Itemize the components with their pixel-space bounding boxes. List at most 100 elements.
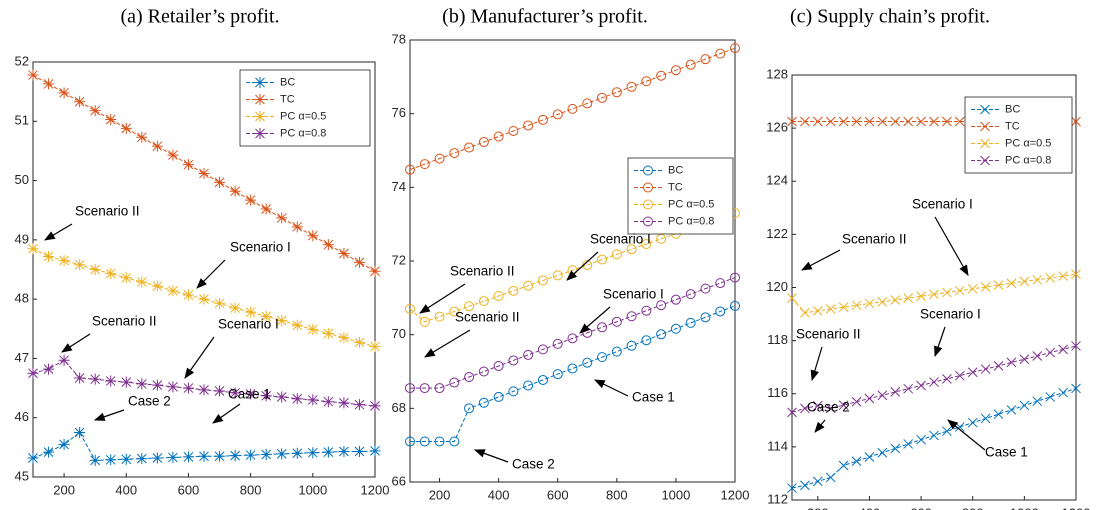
marker: [27, 243, 39, 255]
marker: [27, 367, 39, 379]
x-tick-label: 1000: [1010, 505, 1039, 510]
marker: [1032, 274, 1043, 285]
marker: [369, 400, 381, 412]
marker: [478, 397, 489, 408]
marker: [338, 446, 350, 458]
marker: [43, 363, 55, 375]
marker: [74, 372, 86, 384]
marker: [916, 380, 926, 391]
y-tick-label: 50: [15, 172, 29, 187]
marker: [523, 380, 534, 391]
marker: [245, 388, 257, 400]
marker: [464, 301, 475, 312]
marker: [136, 453, 148, 465]
marker: [449, 377, 460, 388]
marker: [245, 306, 257, 318]
marker: [229, 302, 241, 314]
series-line: [32, 248, 376, 348]
y-tick-label: 46: [15, 409, 29, 424]
marker: [700, 312, 711, 323]
legend-symbol: [980, 138, 990, 149]
marker: [245, 449, 257, 461]
plot-frame: [409, 39, 736, 483]
marker: [291, 221, 303, 233]
marker: [641, 305, 652, 316]
marker: [864, 298, 875, 309]
marker: [552, 109, 563, 120]
marker: [825, 304, 836, 314]
marker: [730, 43, 740, 54]
marker: [1032, 351, 1043, 361]
marker: [851, 300, 862, 311]
marker: [89, 373, 101, 385]
marker: [954, 116, 965, 127]
marker: [405, 436, 415, 447]
annotation-arrow: [810, 346, 823, 382]
annotation-arrow: [61, 333, 91, 353]
marker: [929, 116, 939, 127]
annotation: Case 2: [512, 457, 555, 472]
y-tick-label: 74: [392, 179, 406, 194]
marker: [916, 291, 926, 302]
annotation: Scenario II: [75, 204, 140, 219]
marker: [626, 244, 637, 255]
legend-label: BC: [280, 76, 295, 88]
marker: [245, 194, 257, 206]
marker: [89, 454, 101, 466]
marker: [567, 333, 578, 344]
marker: [967, 283, 978, 294]
marker: [58, 438, 70, 450]
series: [787, 383, 1081, 493]
marker: [405, 164, 415, 175]
marker: [877, 296, 888, 307]
marker: [1071, 116, 1081, 127]
y-tick-label: 70: [392, 326, 406, 341]
legend-symbol: [980, 155, 990, 166]
marker: [182, 382, 194, 394]
marker: [700, 283, 711, 294]
legend-label: PC α=0.8: [1005, 154, 1051, 166]
legend-label: PC α=0.5: [1005, 137, 1051, 149]
marker: [523, 120, 534, 131]
marker: [916, 434, 926, 445]
annotation: Scenario II: [92, 314, 157, 329]
annotation-arrow: [566, 251, 599, 281]
marker: [369, 341, 381, 353]
marker: [434, 311, 445, 322]
marker: [656, 300, 667, 311]
marker: [597, 92, 608, 103]
marker: [567, 363, 578, 374]
marker: [851, 116, 862, 127]
x-tick-label: 400: [859, 505, 881, 510]
marker: [478, 296, 489, 307]
marker: [1006, 357, 1017, 368]
marker: [105, 454, 117, 466]
marker: [715, 306, 726, 317]
annotation: Scenario II: [455, 310, 520, 325]
marker: [120, 122, 132, 134]
marker: [537, 344, 548, 355]
marker: [838, 116, 849, 127]
marker: [167, 149, 179, 161]
x-tick-label: 600: [910, 505, 932, 510]
chart-title: (a) Retailer’s profit.: [120, 6, 279, 28]
annotation: Scenario I: [590, 232, 651, 247]
legend-label: TC: [280, 93, 295, 105]
marker: [229, 185, 241, 197]
series: [405, 300, 740, 447]
annotation-arrow: [947, 419, 986, 451]
marker: [1019, 400, 1030, 411]
legend-symbol: [980, 104, 990, 115]
marker: [307, 323, 319, 335]
legend-label: PC α=0.8: [668, 215, 714, 227]
marker: [877, 390, 888, 401]
y-tick-label: 52: [15, 53, 29, 68]
marker: [419, 436, 430, 447]
marker: [715, 48, 726, 59]
series-line: [32, 359, 376, 407]
marker: [929, 377, 939, 387]
marker: [214, 385, 226, 397]
marker: [182, 451, 194, 463]
marker: [353, 256, 365, 268]
marker: [825, 116, 836, 127]
